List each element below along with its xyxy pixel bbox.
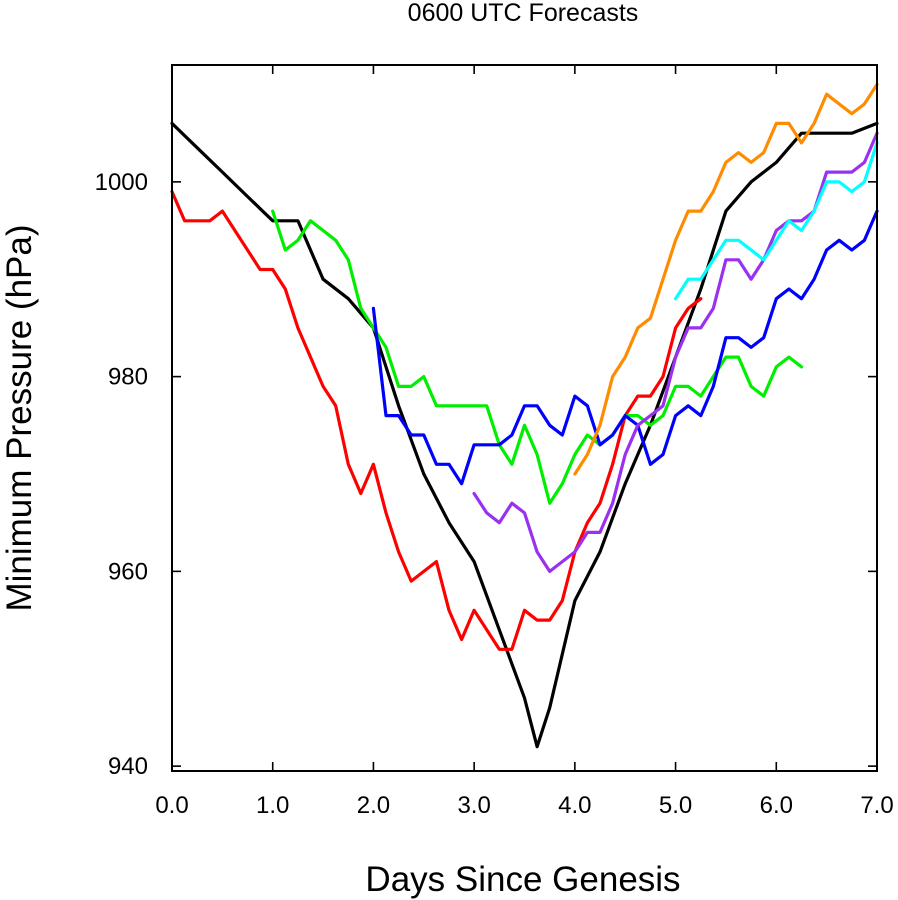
y-tick-label: 1000 [95, 169, 148, 196]
series-line-1 [170, 121, 879, 749]
series-line-5 [472, 131, 879, 574]
y-tick-label: 980 [108, 364, 148, 391]
tick-layer: 0.0 1.0 2.0 3.0 4.0 5.0 6.0 7.0 940 960 980 1000 [95, 65, 894, 819]
plot-frame [171, 64, 878, 772]
chart-title: 0600 UTC Forecasts [408, 0, 639, 27]
x-axis-label: Days Since Genesis [365, 860, 680, 899]
x-tick-label: 6.0 [760, 792, 793, 819]
x-tick-label: 4.0 [558, 792, 591, 819]
y-axis-label: Minimum Pressure (hPa) [0, 224, 39, 611]
x-tick-label: 7.0 [860, 792, 893, 819]
series-layer [170, 82, 879, 749]
y-tick-label: 940 [108, 753, 148, 780]
x-tick-label: 1.0 [256, 792, 289, 819]
series-line-3 [271, 209, 804, 505]
x-tick-label: 0.0 [155, 792, 188, 819]
series-line-7 [673, 141, 879, 301]
x-tick-label: 5.0 [659, 792, 692, 819]
x-tick-label: 3.0 [457, 792, 490, 819]
series-line-2 [170, 190, 703, 651]
series-line-6 [573, 82, 879, 476]
x-tick-label: 2.0 [357, 792, 390, 819]
y-tick-label: 960 [108, 558, 148, 585]
series-line-4 [371, 209, 879, 486]
